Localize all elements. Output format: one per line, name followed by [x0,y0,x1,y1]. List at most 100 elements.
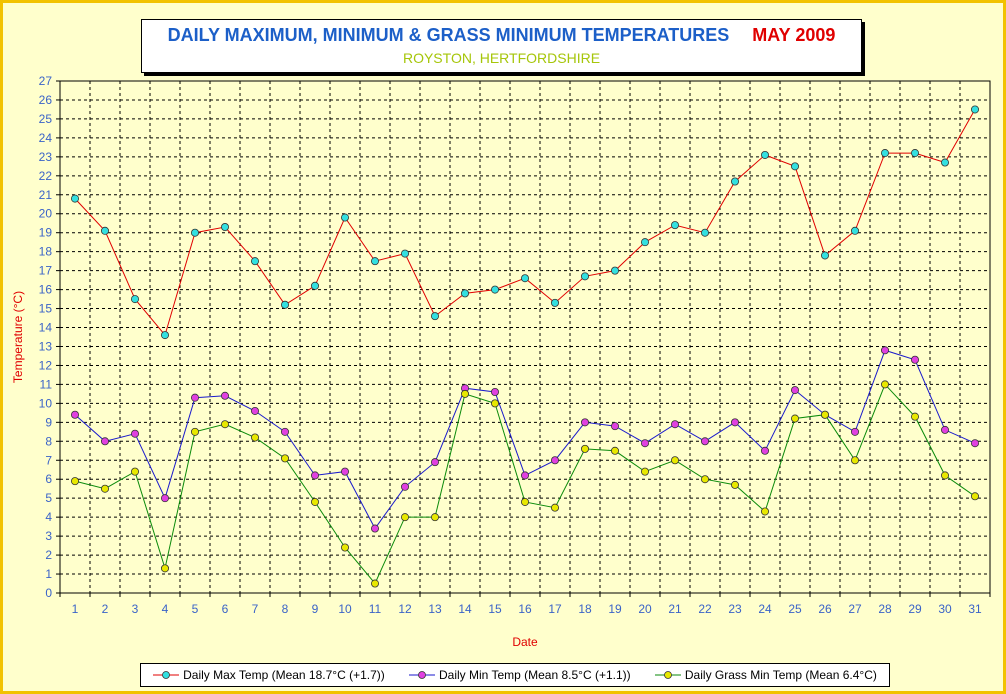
data-point [851,427,860,436]
data-point [581,444,590,453]
y-axis-label: Temperature (°C) [11,291,25,383]
legend-label: Daily Max Temp (Mean 18.7°C (+1.7)) [183,668,385,682]
data-point [581,418,590,427]
y-tick-label: 26 [39,93,53,107]
y-tick-label: 10 [39,396,53,410]
data-point [971,492,980,501]
data-point [340,543,349,552]
x-tick-label: 13 [428,602,442,616]
data-point [791,386,800,395]
chart-title-month: MAY 2009 [752,25,836,45]
data-point [430,458,439,467]
data-point [220,420,229,429]
x-tick-label: 18 [578,602,592,616]
chart-subtitle: ROYSTON, HERTFORDSHIRE [402,50,601,66]
data-point [881,380,890,389]
x-tick-label: 14 [458,602,472,616]
data-point [280,300,289,309]
data-point [791,414,800,423]
data-point [130,467,139,476]
data-point [71,410,80,419]
legend-swatch [409,671,435,679]
x-tick-label: 27 [848,602,862,616]
y-tick-label: 24 [39,131,53,145]
data-point [941,425,950,434]
data-point [551,503,560,512]
data-point [280,454,289,463]
data-point [851,226,860,235]
x-tick-label: 15 [488,602,502,616]
data-point [881,346,890,355]
data-point [310,281,319,290]
data-point [731,177,740,186]
x-tick-label: 20 [638,602,652,616]
data-point [460,289,469,298]
data-point [370,524,379,533]
x-tick-label: 28 [878,602,892,616]
data-point [911,149,920,158]
data-point [310,471,319,480]
legend-swatch [153,671,180,679]
data-point [521,274,530,283]
data-point [160,564,169,573]
data-point [971,105,980,114]
x-tick-label: 5 [192,602,199,616]
x-tick-label: 10 [338,602,352,616]
data-point [671,456,680,465]
data-point [490,387,499,396]
data-point [130,429,139,438]
y-tick-label: 11 [40,377,53,391]
data-point [130,295,139,304]
x-tick-label: 9 [312,602,319,616]
y-tick-label: 9 [45,415,52,429]
data-point [160,331,169,340]
x-tick-label: 6 [222,602,229,616]
y-tick-label: 7 [45,453,52,467]
y-tick-label: 20 [39,207,53,221]
x-tick-label: 3 [132,602,139,616]
data-point [71,477,80,486]
data-point [761,507,770,516]
data-point [250,433,259,442]
x-tick-label: 17 [548,602,562,616]
data-point [671,420,680,429]
x-tick-label: 25 [788,602,802,616]
data-point [340,213,349,222]
x-tick-label: 29 [908,602,922,616]
data-point [370,579,379,588]
data-point [821,410,830,419]
data-point [250,406,259,415]
legend-label: Daily Grass Min Temp (Mean 6.4°C) [684,668,877,682]
x-tick-label: 24 [758,602,772,616]
data-point [941,471,950,480]
y-tick-label: 25 [39,112,53,126]
y-tick-label: 23 [39,150,53,164]
x-axis-label: Date [512,635,538,649]
data-point [551,456,560,465]
plot-area [59,80,991,594]
data-point [911,412,920,421]
data-point [641,467,650,476]
x-tick-label: 11 [369,602,382,616]
data-point [190,228,199,237]
data-point [400,249,409,258]
y-tick-label: 1 [45,567,52,581]
y-tick-label: 15 [39,302,53,316]
data-point [521,471,530,480]
data-point [280,427,289,436]
legend-item-1: Daily Max Temp (Mean 18.7°C (+1.7)) [153,668,385,682]
data-point [430,513,439,522]
data-point [340,467,349,476]
y-tick-label: 4 [45,510,52,524]
y-tick-label: 16 [39,283,53,297]
y-tick-label: 22 [39,169,53,183]
data-point [101,226,110,235]
data-point [761,150,770,159]
y-tick-label: 14 [39,321,53,335]
data-point [220,223,229,232]
data-point [911,355,920,364]
data-point [851,456,860,465]
x-tick-label: 4 [162,602,169,616]
data-point [220,391,229,400]
x-tick-label: 7 [252,602,259,616]
